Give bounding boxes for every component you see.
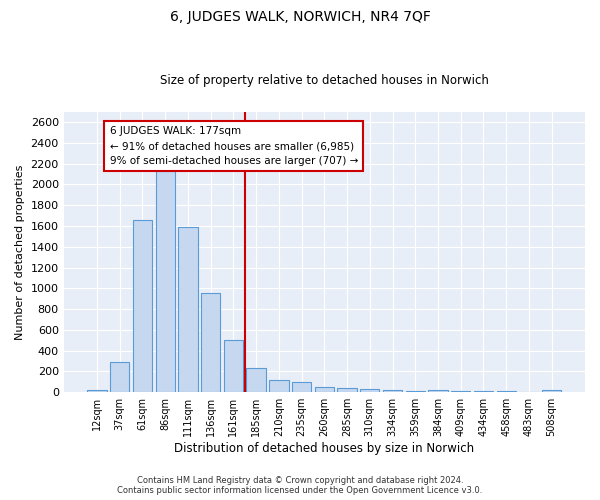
Bar	[497, 391, 516, 392]
Bar	[224, 340, 243, 392]
Text: 6, JUDGES WALK, NORWICH, NR4 7QF: 6, JUDGES WALK, NORWICH, NR4 7QF	[170, 10, 430, 24]
Bar	[269, 380, 289, 392]
Bar	[292, 382, 311, 392]
Bar	[110, 362, 130, 392]
Bar	[133, 220, 152, 392]
Bar	[314, 387, 334, 392]
Bar	[88, 390, 107, 392]
Bar	[451, 390, 470, 392]
Bar	[337, 388, 357, 392]
Bar	[178, 226, 197, 392]
Title: Size of property relative to detached houses in Norwich: Size of property relative to detached ho…	[160, 74, 489, 87]
Text: Contains HM Land Registry data © Crown copyright and database right 2024.
Contai: Contains HM Land Registry data © Crown c…	[118, 476, 482, 495]
Bar	[406, 390, 425, 392]
Bar	[383, 390, 402, 392]
Bar	[155, 171, 175, 392]
Bar	[474, 390, 493, 392]
Y-axis label: Number of detached properties: Number of detached properties	[15, 164, 25, 340]
X-axis label: Distribution of detached houses by size in Norwich: Distribution of detached houses by size …	[174, 442, 475, 455]
Bar	[428, 390, 448, 392]
Bar	[201, 293, 220, 392]
Text: 6 JUDGES WALK: 177sqm
← 91% of detached houses are smaller (6,985)
9% of semi-de: 6 JUDGES WALK: 177sqm ← 91% of detached …	[110, 126, 358, 166]
Bar	[542, 390, 562, 392]
Bar	[247, 368, 266, 392]
Bar	[360, 388, 379, 392]
